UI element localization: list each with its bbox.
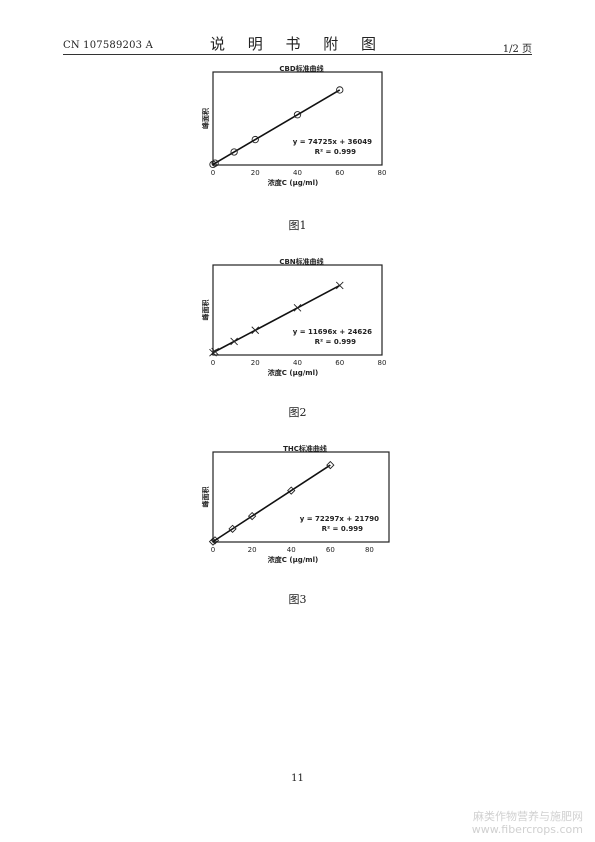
data-point [293, 304, 302, 312]
data-point [287, 486, 296, 495]
section-title: 说 明 书 附 图 [209, 35, 386, 53]
data-point [251, 326, 260, 335]
data-point [228, 524, 237, 533]
page-number: 11 [291, 773, 304, 784]
data-point [209, 160, 217, 169]
data-point [211, 159, 219, 167]
trend-line [212, 464, 331, 543]
r-squared-label: R² = 0.999 [322, 525, 363, 533]
x-tick-label: 80 [378, 359, 387, 367]
plot-frame [212, 264, 383, 356]
chart-title: THC标准曲线 [283, 444, 327, 453]
x-tick-label: 0 [211, 359, 215, 367]
patent-number: CN 107589203 A [63, 40, 154, 51]
chart-cbd: CBD标准曲线 0 20 40 60 80 浓度C (μg/ml) 峰面积 y = 74725x… [201, 64, 386, 187]
r-squared-label: R² = 0.999 [315, 338, 356, 346]
chart-cbn: CBN标准曲线 0 20 40 60 80 浓度C (μg/ml) 峰面积 y = 11696x… [201, 257, 386, 377]
figure-label-3: 图3 [288, 593, 307, 606]
x-tick-label: 80 [365, 546, 374, 554]
data-point [210, 536, 220, 545]
watermark-text: 麻类作物营养与施肥网 [473, 810, 583, 823]
chart-thc: THC标准曲线 0 20 40 60 80 浓度C (μg/ml) 峰面积 y = 72297x… [201, 444, 390, 564]
data-point [326, 460, 335, 470]
y-axis-label: 峰面积 [201, 300, 210, 321]
x-tick-label: 20 [248, 546, 257, 554]
data-point [293, 111, 302, 119]
data-point [247, 511, 257, 521]
x-tick-label: 0 [211, 546, 215, 554]
x-tick-label: 40 [287, 546, 296, 554]
watermark-url: www.fibercrops.com [471, 823, 583, 836]
regression-equation: y = 74725x + 36049 [293, 138, 372, 146]
data-point [209, 348, 217, 357]
r-squared-label: R² = 0.999 [315, 148, 356, 156]
data-point [336, 86, 344, 94]
x-tick-label: 20 [251, 169, 260, 177]
plot-frame [212, 71, 383, 166]
regression-equation: y = 72297x + 21790 [300, 515, 379, 523]
x-tick-label: 40 [293, 359, 302, 367]
regression-equation: y = 11696x + 24626 [293, 328, 372, 336]
data-point [208, 537, 218, 546]
y-axis-label: 峰面积 [201, 108, 210, 129]
chart-title: CBD标准曲线 [279, 64, 323, 73]
x-axis-label: 浓度C (μg/ml) [268, 368, 318, 377]
x-tick-label: 60 [335, 169, 344, 177]
data-point [230, 148, 238, 156]
figure-label-2: 图2 [288, 406, 307, 419]
trend-line [212, 89, 341, 166]
data-point [335, 281, 344, 290]
page-fraction: 1/2 页 [502, 44, 532, 55]
plot-frame [212, 451, 390, 543]
x-tick-label: 60 [335, 359, 344, 367]
x-tick-label: 0 [211, 169, 215, 177]
data-point [251, 135, 259, 144]
header-rule [63, 54, 532, 55]
x-axis-label: 浓度C (μg/ml) [268, 178, 318, 187]
chart-title: CBN标准曲线 [279, 257, 323, 266]
data-point [230, 337, 238, 346]
data-point [211, 347, 219, 356]
x-axis-label: 浓度C (μg/ml) [268, 555, 318, 564]
x-tick-label: 40 [293, 169, 302, 177]
x-tick-label: 60 [326, 546, 335, 554]
figure-label-1: 图1 [288, 219, 307, 232]
y-axis-label: 峰面积 [201, 487, 210, 508]
x-tick-label: 20 [251, 359, 260, 367]
x-tick-label: 80 [378, 169, 387, 177]
